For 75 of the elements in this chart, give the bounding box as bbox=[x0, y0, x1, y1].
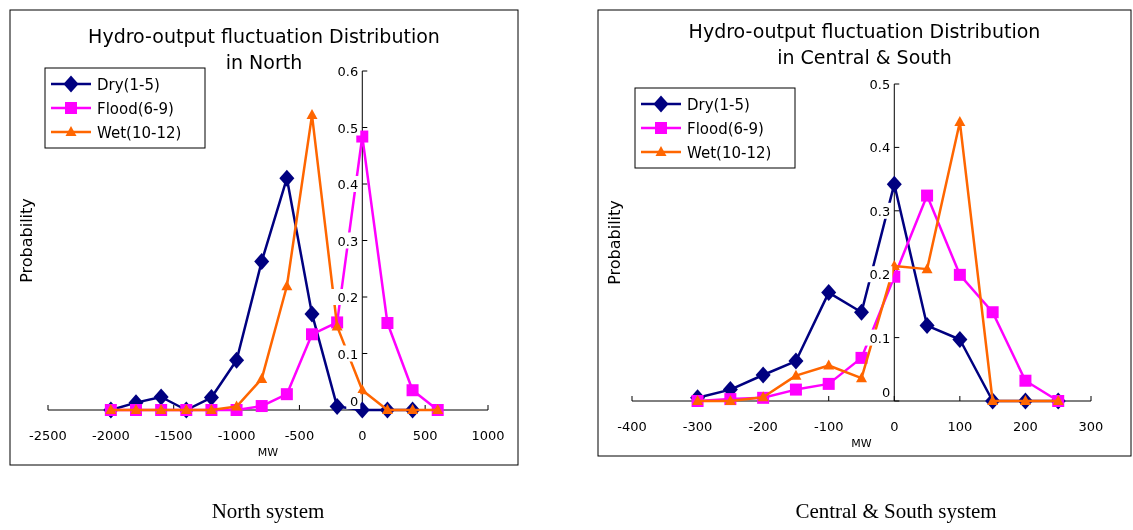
text: North system bbox=[211, 499, 325, 523]
y-tick-label: 0.3 bbox=[337, 233, 359, 249]
x-tick-label: -100 bbox=[813, 419, 844, 434]
text: Central & South system bbox=[795, 499, 997, 523]
point bbox=[306, 328, 318, 341]
y-tick-label: 0.3 bbox=[869, 203, 891, 219]
point bbox=[823, 359, 835, 370]
x-tick-label: 100 bbox=[947, 419, 973, 434]
point bbox=[256, 372, 268, 383]
point bbox=[954, 116, 966, 127]
x-tick-label: -2000 bbox=[91, 428, 130, 443]
x-tick-label: -300 bbox=[682, 419, 713, 434]
point bbox=[229, 351, 245, 369]
y-tick-label: 0.1 bbox=[337, 346, 359, 362]
point bbox=[306, 109, 318, 120]
point bbox=[821, 284, 837, 302]
point bbox=[331, 320, 343, 331]
point bbox=[953, 268, 966, 281]
y-tick-label: 0.1 bbox=[869, 330, 891, 346]
chart-title: Hydro-output fluctuation Distribution in Central & South bbox=[688, 20, 1041, 68]
point bbox=[788, 352, 804, 370]
point bbox=[789, 383, 802, 396]
point bbox=[919, 317, 935, 335]
x-tick-label: -1000 bbox=[217, 428, 256, 443]
y-tick-label: 0.4 bbox=[337, 177, 359, 192]
point bbox=[254, 252, 270, 270]
point bbox=[921, 263, 933, 274]
point bbox=[921, 189, 934, 202]
point bbox=[381, 316, 394, 329]
point bbox=[279, 169, 295, 187]
y-tick-label: 0.2 bbox=[869, 267, 891, 283]
x-tick-label: -400 bbox=[617, 419, 647, 434]
legend-label: Flood(6-9) bbox=[97, 100, 174, 118]
y-axis-title: Probability bbox=[17, 198, 36, 283]
x-tick-label: 200 bbox=[1013, 419, 1038, 434]
legend-label: Flood(6-9) bbox=[687, 120, 764, 138]
point bbox=[856, 372, 867, 383]
x-axis-title: MW bbox=[851, 437, 872, 450]
x-tick-label: -2500 bbox=[29, 428, 67, 443]
y-tick-label: 0.5 bbox=[869, 77, 891, 92]
point bbox=[356, 384, 368, 395]
x-axis-title: MW bbox=[257, 446, 279, 459]
y-tick-label: 0.6 bbox=[337, 64, 359, 79]
x-tick-label: -200 bbox=[748, 419, 778, 434]
point bbox=[886, 175, 902, 193]
point bbox=[790, 369, 802, 380]
point bbox=[822, 377, 835, 390]
y-tick-label: 0.4 bbox=[869, 140, 891, 156]
x-tick-label: -500 bbox=[284, 428, 315, 443]
x-tick-label: 300 bbox=[1078, 419, 1104, 434]
x-tick-label: 500 bbox=[412, 428, 438, 443]
point bbox=[281, 280, 293, 291]
point bbox=[280, 388, 293, 401]
point bbox=[153, 388, 169, 406]
y-tick-label: 0.5 bbox=[337, 120, 359, 136]
y-tick-label: 0.2 bbox=[337, 290, 359, 305]
point bbox=[255, 400, 268, 413]
point bbox=[986, 306, 999, 319]
y-axis-title: Probability bbox=[605, 200, 624, 285]
point bbox=[304, 305, 320, 323]
point bbox=[329, 398, 345, 416]
point bbox=[1019, 374, 1032, 387]
point bbox=[231, 400, 243, 411]
point bbox=[854, 303, 869, 321]
legend-label: Wet(10-12) bbox=[687, 144, 772, 162]
y-tick-label: 0 bbox=[350, 394, 359, 409]
y-tick-label: 0 bbox=[882, 385, 891, 400]
point bbox=[406, 384, 419, 397]
legend-label: Dry(1-5) bbox=[687, 96, 750, 114]
point bbox=[952, 331, 968, 348]
x-tick-label: 1000 bbox=[471, 428, 505, 443]
x-tick-label: -1500 bbox=[154, 428, 193, 443]
legend-label: Dry(1-5) bbox=[97, 76, 160, 94]
point bbox=[755, 366, 771, 384]
legend-label: Wet(10-12) bbox=[97, 124, 182, 142]
